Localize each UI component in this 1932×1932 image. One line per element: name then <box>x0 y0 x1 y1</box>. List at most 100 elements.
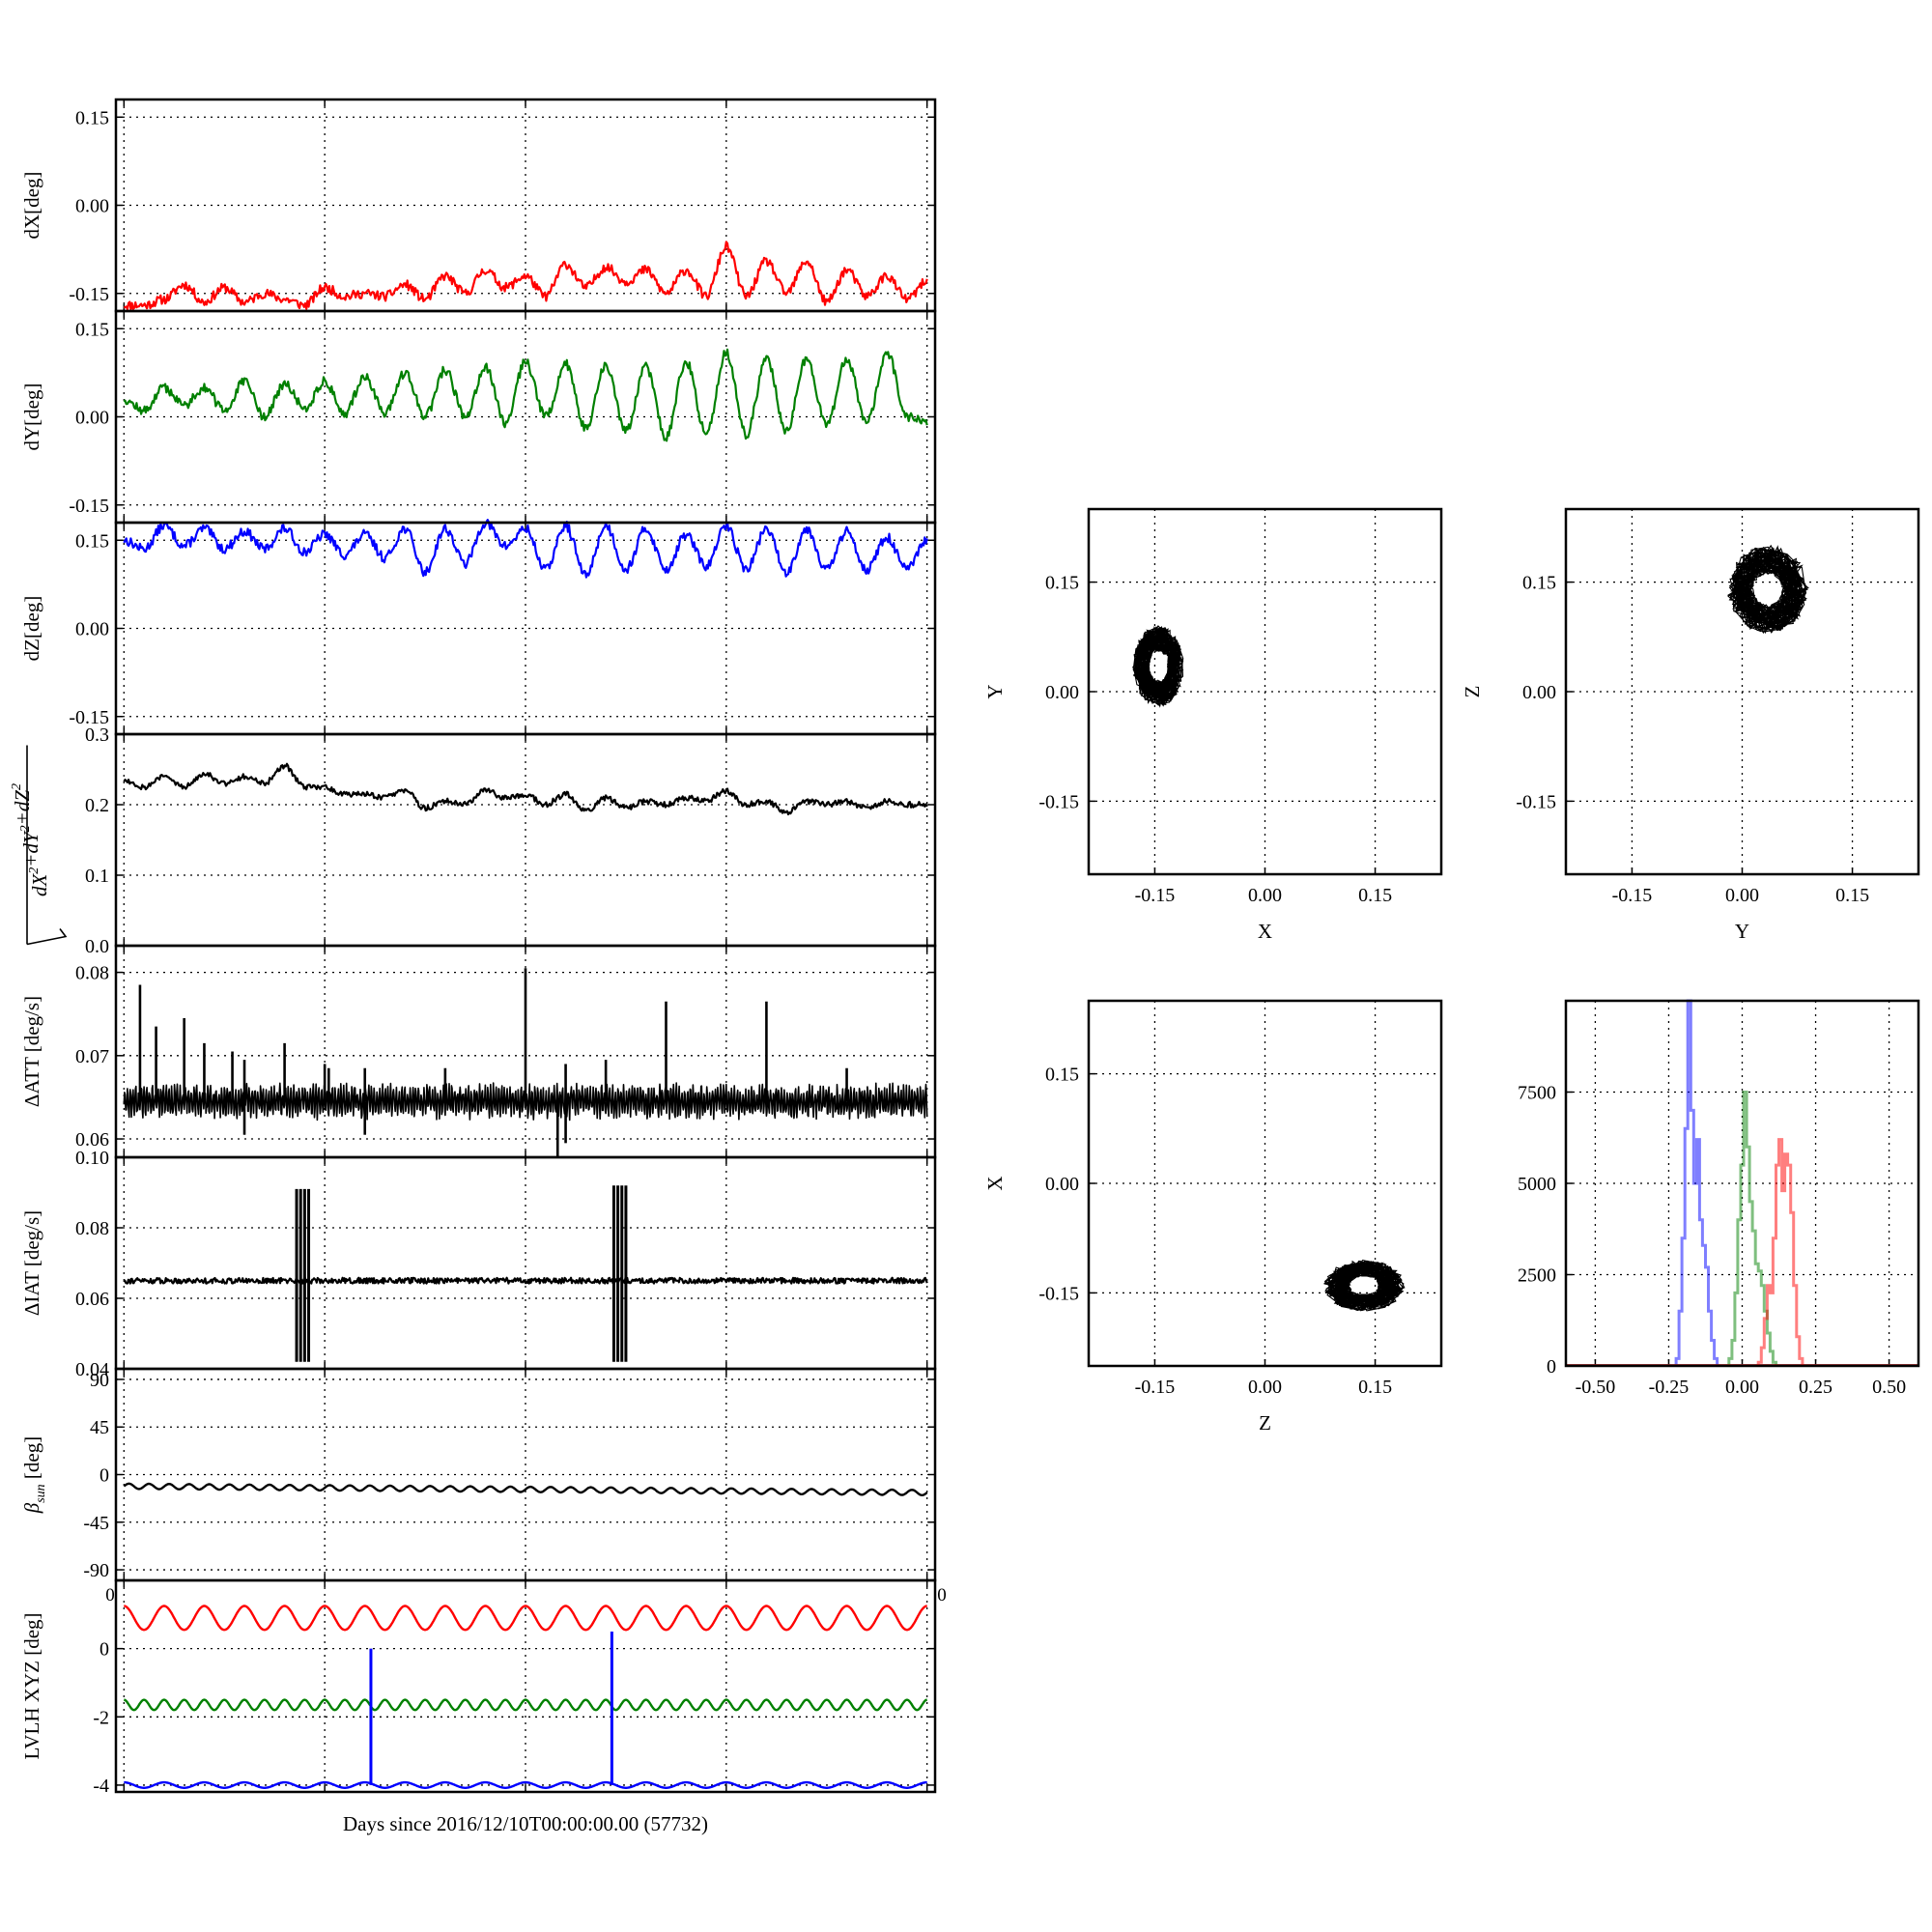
panel-scatter_xy: -0.15 0.00 0.15 0.15 0.00 -0.15 X Y <box>983 507 1443 943</box>
y-tick-label: 0.00 <box>1045 682 1079 703</box>
y-axis-label: ΔIAT [deg/s] <box>20 1210 43 1316</box>
x-tick-label: -0.15 <box>1135 1377 1176 1398</box>
axes-frame <box>1564 507 1920 876</box>
y-tick-label: -0.15 <box>69 707 109 728</box>
y-tick-label: -0.15 <box>69 284 109 305</box>
y-tick-label: 0.3 <box>85 724 109 746</box>
y-tick-label: 7500 <box>1518 1083 1556 1104</box>
x-tick-label: 0.15 <box>1358 1377 1392 1398</box>
label-term: dX <box>28 873 51 897</box>
panels-layer: 0.150.00-0.15dX[deg]0.150.00-0.15dY[deg]… <box>10 98 1920 1797</box>
scatter-trace <box>1323 1259 1406 1312</box>
y-tick-label: 0.08 <box>75 1218 109 1239</box>
data-line-dY <box>123 348 928 442</box>
y-tick-label: 0 <box>1547 1356 1556 1378</box>
panel-histogram: -0.50 -0.25 0.00 0.25 0.50 7500 5000 2500 0 <box>1518 999 1920 1398</box>
y-tick-label: 0.2 <box>85 795 109 816</box>
panel-scatter_zx: -0.15 0.00 0.15 0.15 0.00 -0.15 Z X <box>983 999 1443 1435</box>
y-tick-label: 0.00 <box>75 619 109 640</box>
y-tick-label: -0.15 <box>69 496 109 517</box>
y-tick-label: 2500 <box>1518 1265 1556 1287</box>
x-tick-label: 0.50 <box>1872 1377 1906 1398</box>
y-tick-label: -0.15 <box>1038 1283 1079 1304</box>
y-tick-label: 0.00 <box>75 408 109 429</box>
y-axis-label: dY[deg] <box>20 384 43 451</box>
data-line-dATT <box>123 1082 928 1122</box>
panel-scatter_yz: -0.15 0.00 0.15 0.15 0.00 -0.15 Y Z <box>1461 507 1920 943</box>
x-tick-fragment-right: 0 <box>937 1585 947 1605</box>
label-subscript: sun <box>34 1484 48 1502</box>
panel-beta_sun: 90 45 0 -45 -90 βsun [deg] <box>20 1367 937 1582</box>
y-tick-label: -4 <box>93 1776 109 1797</box>
x-tick-label: 0.15 <box>1358 885 1392 906</box>
x-tick-label: 0.15 <box>1835 885 1869 906</box>
y-tick-label: 0.10 <box>75 1148 109 1169</box>
panel-dATT: 0.08 0.07 0.06 ΔATT [deg/s] <box>20 944 937 1159</box>
time-axis-label: Days since 2016/12/10T00:00:00.00 (57732… <box>343 1812 708 1835</box>
label-symbol: β <box>20 1502 43 1514</box>
label-term: +dZ <box>11 790 34 826</box>
panel-dIAT: 0.10 0.08 0.06 0.04 ΔIAT [deg/s] <box>20 1148 937 1380</box>
data-line-dX <box>124 241 928 311</box>
y-tick-label: 0.06 <box>75 1289 109 1310</box>
y-tick-label: 0.00 <box>1522 682 1556 703</box>
x-tick-label: 0.00 <box>1725 885 1759 906</box>
data-line-dZ <box>123 519 928 579</box>
y-tick-label: -45 <box>83 1513 109 1534</box>
y-axis-label: dX2+dY2+dZ2 <box>10 783 51 896</box>
y-axis-label: dZ[deg] <box>20 596 43 662</box>
label-unit: [deg] <box>20 1436 43 1485</box>
y-tick-label: 0 <box>99 1639 109 1661</box>
panel-dY: 0.15 0.00 -0.15 dY[deg] <box>20 309 937 525</box>
y-tick-label: 0.15 <box>1045 1065 1079 1086</box>
y-tick-label: 0.07 <box>75 1046 109 1067</box>
scatter-trace <box>1726 544 1809 635</box>
y-tick-label: 0.06 <box>75 1129 109 1151</box>
y-tick-label: -0.15 <box>1038 791 1079 812</box>
axes-frame <box>1564 999 1920 1368</box>
y-axis-label: Z <box>1461 686 1484 698</box>
y-tick-label: 0.15 <box>75 107 109 128</box>
x-tick-label: -0.50 <box>1576 1377 1616 1398</box>
x-tick-label: 0.00 <box>1725 1377 1759 1398</box>
histogram-series-1 <box>1727 1091 1777 1366</box>
data-line-lvlh-2 <box>123 1780 927 1789</box>
y-tick-label: -90 <box>83 1560 109 1581</box>
data-line-lvlh-1 <box>123 1698 927 1712</box>
y-axis-label: Y <box>983 684 1007 698</box>
histogram-series-0 <box>1674 999 1719 1366</box>
x-tick-label: -0.15 <box>1612 885 1653 906</box>
label-term: +dY <box>19 830 43 867</box>
panel-dX: 0.15 0.00 -0.15 dX[deg] <box>20 98 937 313</box>
x-tick-label: -0.25 <box>1649 1377 1690 1398</box>
x-tick-label: 0.00 <box>1248 1377 1282 1398</box>
y-tick-label: 0.00 <box>75 196 109 217</box>
y-tick-label: 0.00 <box>1045 1174 1079 1195</box>
y-tick-label: 0 <box>99 1465 109 1487</box>
y-tick-label: 0.15 <box>75 319 109 340</box>
y-tick-label: 0.15 <box>75 530 109 552</box>
data-line-lvlh-0 <box>123 1605 927 1632</box>
axes-frame <box>114 732 937 948</box>
y-tick-label: 90 <box>90 1370 109 1391</box>
y-tick-label: 0.04 <box>75 1359 109 1380</box>
sqrt-symbol <box>26 745 68 946</box>
panel-dZ: 0.15 0.00 -0.15 dZ[deg] <box>20 519 937 736</box>
y-tick-label: 0.15 <box>1522 573 1556 594</box>
x-axis-label: Y <box>1735 920 1749 943</box>
x-tick-fragment-left: 0 <box>105 1585 115 1605</box>
x-tick-label: 0.25 <box>1799 1377 1833 1398</box>
y-axis-label: LVLH XYZ [deg] <box>20 1612 43 1759</box>
y-tick-label: 0.1 <box>85 866 109 887</box>
label-exponent: 2 <box>18 825 33 832</box>
data-line-magnitude <box>123 762 928 816</box>
y-tick-label: 45 <box>90 1417 109 1438</box>
label-exponent: 2 <box>10 783 24 790</box>
y-tick-label: 0.08 <box>75 963 109 984</box>
y-axis-label: X <box>983 1176 1007 1190</box>
label-exponent: 2 <box>27 867 42 874</box>
y-tick-label: 0.0 <box>85 936 109 957</box>
axes-frame <box>114 1578 937 1794</box>
x-axis-label: X <box>1258 920 1272 943</box>
